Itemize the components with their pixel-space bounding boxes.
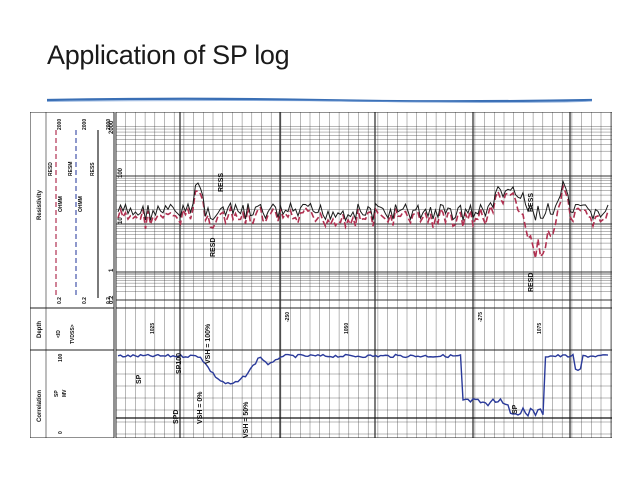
sp-curve-line	[117, 353, 609, 418]
depth-md-1025: 1025	[150, 323, 156, 334]
correlation-track: SP SP100 VSH = 100% VSH = 0% SPD VSH = 5…	[115, 323, 612, 438]
legend-scale-left-1: 0.2	[57, 297, 63, 304]
correlation-unit-label: MV	[62, 389, 68, 397]
annotation-vsh-50: VSH = 50%	[243, 401, 250, 438]
depth-track-label: Depth	[37, 321, 43, 338]
res-tick-0.2: 0.2	[109, 295, 115, 304]
legend-scale-left-2: 0.2	[82, 297, 88, 304]
legend-ohmm-label: OHMM	[58, 196, 64, 212]
resd-curve	[117, 179, 609, 223]
correlation-track-label: Correlation	[37, 390, 43, 422]
depth-track: 1025 1050 1075 -250 -275	[115, 307, 612, 351]
resistivity-track: 0.2 1 10 100 2000 RESD RESS RESD RESS	[109, 112, 612, 309]
ress-curve	[117, 182, 609, 259]
annotation-vsh-100: VSH = 100%	[205, 323, 212, 364]
correlation-scale-left: 0	[58, 431, 64, 434]
legend-resd-label: RESD	[48, 162, 54, 176]
annotation-sp-2: SP	[512, 404, 519, 414]
annotation-sp100: SP100	[176, 353, 183, 374]
legend-scale-right-1: 2000	[57, 119, 63, 130]
title-underline	[47, 97, 592, 103]
correlation-scale-right: 100	[58, 353, 64, 362]
correlation-curve-label: SP	[54, 390, 60, 397]
depth-tvdss-250: -250	[285, 312, 291, 322]
annotation-resd-1: RESD	[210, 238, 217, 257]
well-log-figure: Resistivity RESD OHMM RESM OHMM RESS 0.2…	[30, 112, 612, 438]
res-tick-1: 1	[109, 268, 115, 272]
legend-scale-right-2: 2000	[82, 119, 88, 130]
res-tick-2000: 2000	[109, 120, 115, 134]
depth-sub-label: TVDSS>	[70, 324, 76, 344]
legend-ohmm2-label: OHMM	[78, 196, 84, 212]
legend-ress-label: RESS	[90, 162, 96, 176]
header-column: Resistivity RESD OHMM RESM OHMM RESS 0.2…	[30, 112, 115, 438]
res-tick-10: 10	[118, 217, 124, 224]
depth-md-1075: 1075	[537, 323, 543, 334]
legend-resm-label: RESM	[68, 162, 74, 176]
annotation-ress-1: RESS	[218, 173, 225, 192]
annotation-resd-2: RESD	[528, 273, 535, 292]
resistivity-track-label: Resistivity	[37, 189, 43, 220]
depth-md-1050: 1050	[344, 323, 350, 334]
annotation-sp-1: SP	[136, 374, 143, 384]
slide-title: Application of SP log	[47, 40, 290, 70]
depth-unit-label: <ID	[56, 330, 62, 338]
legend-scale-left-3: 0.2	[106, 297, 112, 304]
annotation-spd: SPD	[173, 410, 180, 424]
annotation-ress-2: RESS	[528, 193, 535, 212]
legend-scale-right-3: 2000	[106, 119, 112, 130]
depth-tvdss-275: -275	[478, 312, 484, 322]
annotation-vsh-0: VSH = 0%	[197, 391, 204, 424]
resistivity-legend: RESD OHMM RESM OHMM RESS 0.2 2000 0.2 20…	[48, 119, 112, 304]
res-tick-100: 100	[118, 167, 124, 178]
